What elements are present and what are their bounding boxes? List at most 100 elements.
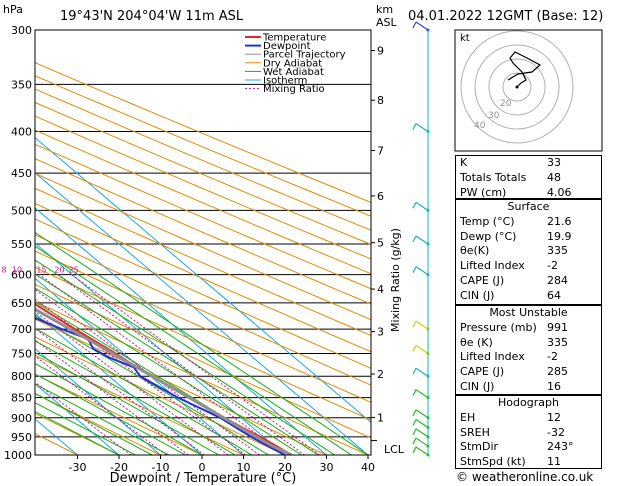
pressure-tick-label: 1000 — [4, 449, 32, 462]
hodograph-ring — [474, 44, 560, 130]
wet-adiabat — [35, 383, 170, 455]
wind-barb — [415, 428, 429, 438]
index-row: SREH -32 — [456, 426, 601, 441]
dry-adiabat — [35, 318, 327, 455]
mixing-ratio-line — [35, 310, 229, 455]
axis-labels: 3003504004505005506006507007508008509009… — [4, 24, 384, 474]
index-value: 21.6 — [547, 214, 572, 228]
pressure-tick-label: 550 — [11, 238, 32, 251]
index-row: Lifted Index -2 — [456, 350, 601, 365]
wind-barb-flag — [412, 437, 417, 445]
index-key: θe (K) — [460, 335, 493, 349]
wind-barb-flag — [412, 428, 417, 436]
legend-label: Wet Adiabat — [263, 67, 324, 78]
wind-barb-flag — [412, 446, 417, 454]
hodograph-ring-label: 30 — [488, 111, 500, 121]
dry-adiabat — [35, 172, 371, 321]
mixing-ratio-line — [35, 327, 205, 455]
dry-adiabat — [35, 115, 371, 260]
wind-barb-flag — [412, 345, 417, 352]
index-value: -32 — [547, 425, 565, 439]
km-tick-label: 7 — [377, 144, 384, 157]
hodograph-ring-label: 40 — [474, 121, 486, 131]
index-row: Lifted Index -2 — [456, 259, 601, 274]
temp-tick-label: -30 — [69, 461, 87, 474]
mixing-ratio-label: 20 — [54, 266, 64, 275]
hodograph-ring — [460, 30, 574, 144]
index-key: StmSpd (kt) — [460, 455, 526, 469]
index-value: 991 — [547, 320, 568, 334]
datetime-title: 04.01.2022 12GMT (Base: 12) — [408, 9, 603, 24]
index-value: 11 — [547, 455, 561, 469]
index-key: CAPE (J) — [460, 273, 505, 287]
lcl-label: LCL — [384, 443, 405, 456]
location-title: 19°43'N 204°04'W 11m ASL — [60, 9, 244, 24]
isotherm — [35, 347, 161, 455]
wet-adiabat — [35, 273, 319, 455]
legend-label: Isotherm — [263, 76, 307, 87]
sounding-series — [35, 303, 293, 455]
dry-adiabat — [35, 234, 371, 386]
dry-adiabat — [35, 300, 369, 455]
index-row: θe (K) 335 — [456, 336, 601, 351]
index-row: Totals Totals 48 — [456, 171, 601, 186]
km-label: km — [376, 3, 393, 16]
wind-barb — [415, 21, 429, 31]
wind-barb-flag — [412, 320, 417, 328]
km-tick-label: 3 — [377, 326, 384, 339]
index-row: PW (cm) 4.06 — [456, 186, 601, 201]
dry-adiabat — [35, 250, 371, 403]
index-value: 284 — [547, 273, 568, 287]
index-value: 64 — [547, 288, 561, 302]
dry-adiabat — [35, 283, 371, 439]
index-row: K 33 — [456, 156, 601, 171]
index-value: 243° — [547, 440, 574, 454]
wet-adiabat — [35, 392, 153, 455]
index-key: θe(K) — [460, 244, 490, 258]
mixing-ratio-label: 15 — [36, 266, 46, 275]
hodograph-title: Hodograph — [498, 396, 559, 409]
pressure-tick-label: 700 — [11, 323, 32, 336]
isotherm — [35, 136, 371, 424]
wind-barb-flag — [412, 123, 417, 130]
wet-adiabat — [35, 402, 136, 455]
wind-barb-flag — [412, 235, 417, 243]
index-row: Temp (°C) 21.6 — [456, 215, 601, 230]
wet-adiabat — [35, 259, 336, 455]
isotherm — [35, 207, 327, 455]
dry-adiabat — [35, 143, 371, 290]
wet-adiabat — [35, 362, 203, 455]
index-row: StmDir 243° — [456, 440, 601, 455]
index-row: Pressure (mb) 991 — [456, 321, 601, 336]
dry-adiabat — [35, 336, 286, 455]
surface-box: Surface Temp (°C) 21.6 Dewp (°C) 19.9 θe(K) 3… — [455, 199, 602, 305]
mixing-ratio-line — [71, 274, 320, 455]
index-row: θe(K) 335 — [456, 244, 601, 259]
isotherm — [35, 312, 203, 455]
wind-barb-flag — [412, 419, 417, 426]
isotherm — [35, 172, 369, 455]
isotherm — [35, 242, 286, 455]
index-value: 335 — [547, 335, 568, 349]
temp-tick-label: 10 — [237, 461, 251, 474]
mixing-ratio-label: 25 — [69, 266, 79, 275]
temp-tick-label: 40 — [361, 461, 375, 474]
wet-adiabat — [35, 327, 253, 455]
km-tick-label: 8 — [377, 94, 384, 107]
mixing-ratio-line — [35, 381, 132, 455]
dry-adiabat — [35, 393, 161, 455]
mixing-ratio-line — [39, 274, 286, 455]
wind-barb-flag — [412, 266, 417, 273]
legend-label: Dewpoint — [263, 41, 311, 52]
index-value: -2 — [547, 259, 558, 273]
mixing-ratio-line — [35, 339, 189, 455]
hodograph-unit-label: kt — [460, 33, 470, 44]
dry-adiabat — [35, 75, 371, 217]
series-dewpoint — [35, 316, 286, 455]
hodograph-center — [515, 85, 519, 89]
series-parcel-trajectory — [35, 307, 293, 455]
index-row: EH 12 — [456, 411, 601, 426]
mixing-ratio-label: 10 — [12, 266, 22, 275]
